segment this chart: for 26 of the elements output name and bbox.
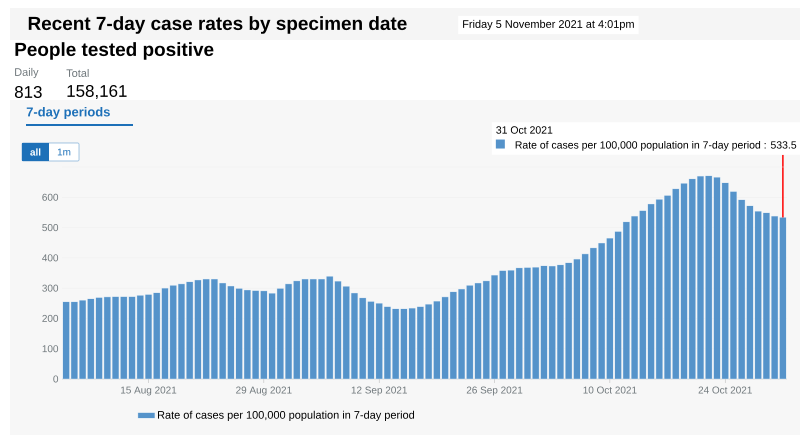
y-tick-label: 100	[42, 345, 58, 352]
y-tick-label: 600	[42, 194, 58, 201]
x-tick-label: 12 Sep 2021	[352, 386, 407, 396]
text: 813	[14, 86, 42, 98]
y-tick-label: 400	[42, 254, 58, 262]
chart-title: Recent 7-day case rates by specimen date	[28, 16, 407, 34]
x-tick-label: 29 Aug 2021	[236, 386, 292, 396]
y-tick-label: 500	[42, 224, 58, 232]
x-tick-label: 15 Aug 2021	[121, 386, 176, 396]
x-tick-label: 26 Sep 2021	[466, 386, 522, 396]
text: 31 Oct 2021	[496, 126, 552, 134]
text: 1m	[58, 148, 70, 156]
x-tick-label: 24 Oct 2021	[698, 386, 752, 394]
y-tick-label: 200	[42, 314, 58, 322]
y-tick-label: 300	[42, 284, 58, 292]
x-tick-label: 10 Oct 2021	[584, 386, 637, 394]
annotation: Rate of cases per 100,000 population in 7-day period : 533.5	[516, 140, 796, 151]
legend-label: Rate of cases per 100,000 population in 7-day period	[158, 410, 414, 421]
text: Daily	[15, 68, 39, 78]
text: 158,161	[67, 84, 127, 99]
text: People tested positive	[15, 42, 214, 60]
text: all	[30, 148, 40, 156]
text: Total	[66, 68, 89, 78]
y-tick-label: 0	[53, 375, 58, 383]
chart-subtitle: Friday 5 November 2021 at 4:01pm	[463, 20, 634, 30]
text: 7-day periods	[26, 106, 110, 120]
